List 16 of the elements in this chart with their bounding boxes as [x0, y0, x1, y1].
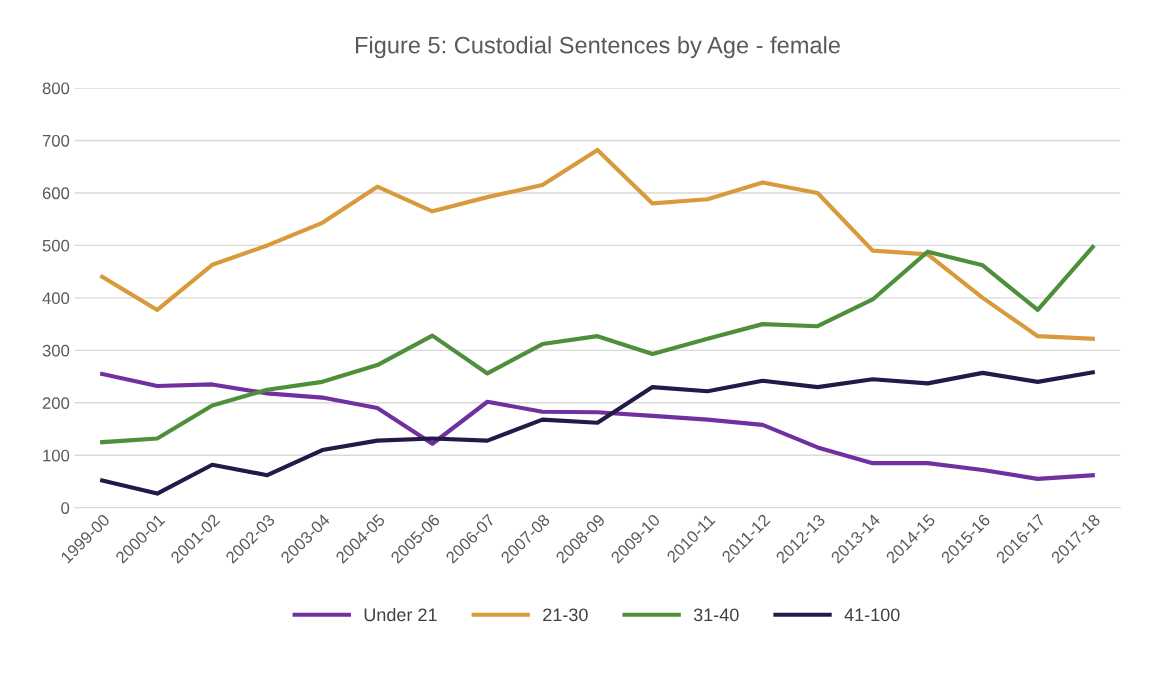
chart-title: Figure 5: Custodial Sentences by Age - female [355, 36, 840, 59]
legend-label: 31-40 [693, 608, 739, 622]
y-tick-label: 500 [42, 239, 70, 252]
line-series [100, 147, 1095, 341]
legend-label: 41-100 [844, 608, 900, 622]
line-series [100, 244, 1095, 445]
y-tick-label: 600 [42, 187, 70, 200]
y-tick-label: 400 [42, 292, 70, 305]
y-tick-label: 0 [61, 502, 70, 514]
y-tick-label: 300 [42, 344, 70, 357]
y-tick-label: 200 [42, 397, 70, 410]
legend-label: Under 21 [364, 607, 437, 622]
y-tick-label: 700 [42, 134, 70, 147]
y-tick-label: 100 [43, 449, 70, 462]
legend-label: 21-30 [543, 608, 588, 622]
y-tick-label: 800 [42, 82, 70, 95]
